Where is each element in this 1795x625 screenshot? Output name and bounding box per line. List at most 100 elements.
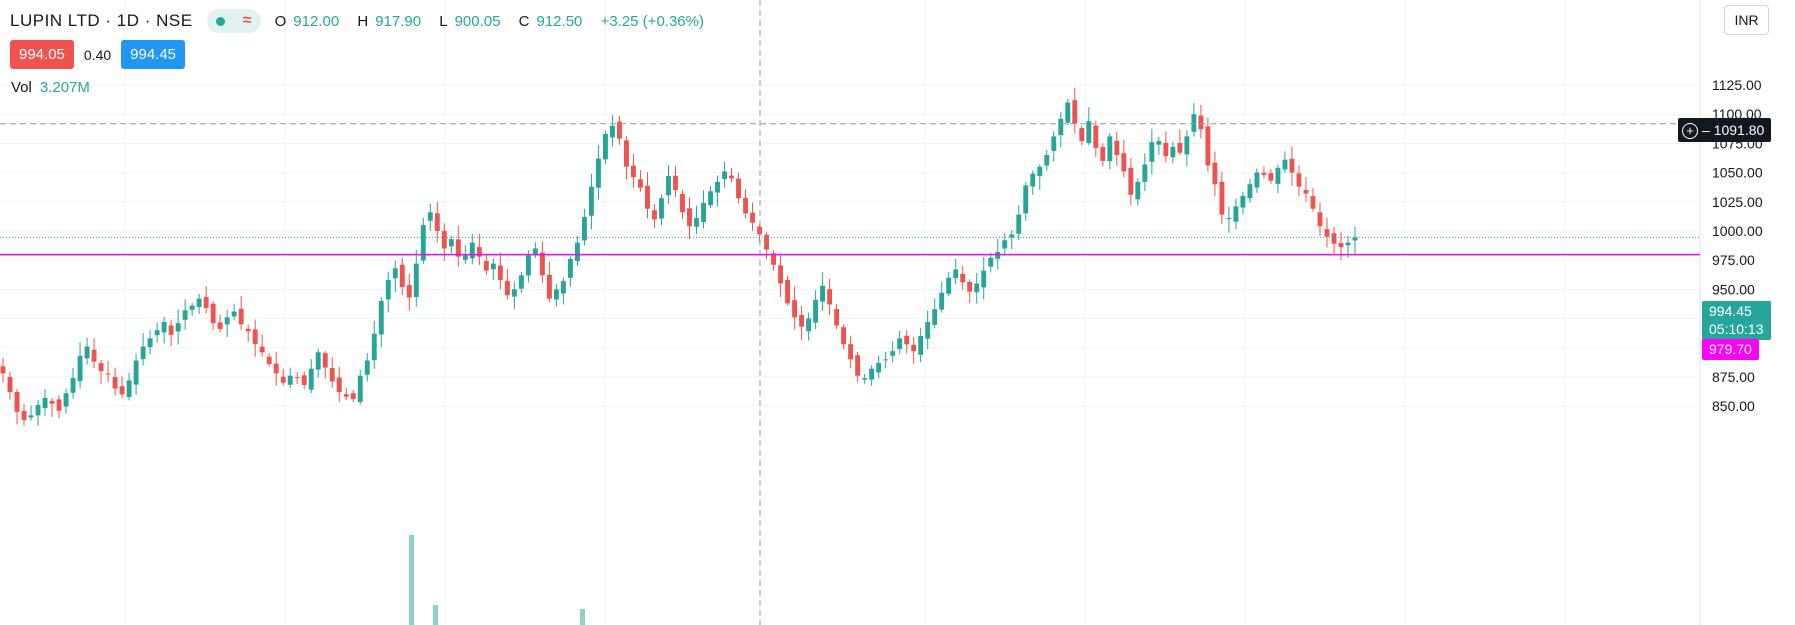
candle-body — [848, 344, 854, 360]
candle-body — [490, 263, 496, 270]
volume-legend: Vol 3.207M — [11, 79, 90, 96]
candle-body — [518, 275, 524, 289]
symbol-name: LUPIN LTD — [10, 11, 101, 30]
candle-body — [224, 317, 230, 325]
candle-body — [189, 305, 195, 310]
candle-body — [1142, 164, 1148, 182]
candle-body — [280, 376, 286, 383]
candle-body — [308, 368, 314, 390]
candle-body — [602, 134, 608, 160]
candle-body — [736, 178, 741, 199]
price-tick-label: 850.00 — [1712, 398, 1755, 414]
candle-body — [778, 265, 784, 284]
candle-body — [862, 378, 868, 380]
candle-body — [441, 230, 447, 249]
candle-body — [1338, 243, 1344, 248]
price-tick-label: 1000.00 — [1712, 223, 1763, 239]
candle-body — [1289, 158, 1295, 173]
low-value: 900.05 — [454, 12, 501, 30]
candle-body — [294, 377, 300, 379]
candle-body — [869, 368, 875, 380]
candle-body — [1226, 218, 1232, 220]
candle-body — [841, 327, 847, 345]
candle-body — [1072, 100, 1078, 124]
candle-body — [28, 415, 34, 418]
price-tick-label: 875.00 — [1712, 369, 1755, 385]
candle-body — [217, 322, 223, 330]
candle-body — [1303, 189, 1309, 194]
candle-body — [560, 281, 566, 294]
close-value: 912.50 — [536, 12, 583, 30]
candle-body — [764, 234, 770, 250]
candle-body — [1030, 173, 1036, 187]
last-price-value: 994.45 — [1709, 303, 1752, 319]
candle-body — [673, 175, 678, 191]
candles — [0, 87, 1358, 426]
currency-button[interactable]: INR — [1724, 5, 1769, 35]
last-price-label: 994.45 05:10:13 — [1702, 301, 1771, 340]
candle-body — [140, 346, 146, 360]
candle-body — [378, 300, 384, 335]
horizontal-line-price-label[interactable]: 979.70 — [1702, 339, 1759, 360]
candle-body — [813, 299, 819, 323]
candle-body — [196, 298, 202, 307]
candle-body — [371, 333, 377, 361]
candle-body — [967, 281, 973, 292]
candle-body — [448, 239, 454, 247]
candle-body — [266, 356, 272, 365]
candle-body — [1044, 155, 1050, 166]
candle-body — [119, 386, 125, 395]
candle-body — [1324, 229, 1330, 237]
candle-body — [161, 322, 167, 333]
candle-body — [946, 277, 952, 294]
buy-button[interactable]: 994.45 — [121, 40, 186, 69]
candle-body — [84, 346, 90, 359]
candle-body — [504, 280, 510, 296]
candle-body — [1002, 240, 1008, 249]
symbol-title[interactable]: LUPIN LTD · 1D · NSE — [10, 11, 193, 30]
candle-body — [1058, 118, 1064, 136]
candle-body — [21, 411, 27, 421]
candle-body — [1247, 184, 1253, 199]
candle-body — [1275, 167, 1281, 184]
candle-body — [624, 140, 629, 167]
candle-body — [729, 175, 734, 179]
candle-body — [322, 353, 328, 368]
candle-body — [588, 186, 594, 216]
high-value: 917.90 — [375, 12, 422, 30]
candle-body — [694, 218, 699, 227]
candle-body — [722, 171, 727, 179]
candle-body — [631, 165, 636, 178]
candle-body — [35, 404, 41, 416]
candle-body — [77, 355, 83, 382]
candle-body — [301, 375, 307, 386]
candle-body — [1198, 115, 1204, 130]
candle-body — [995, 251, 1001, 259]
candle-body — [806, 318, 812, 332]
candle-body — [1177, 142, 1183, 153]
candle-body — [112, 377, 118, 389]
candle-body — [476, 247, 482, 257]
candle-body — [1254, 172, 1260, 188]
candle-body — [1205, 126, 1211, 166]
candle-body — [750, 212, 756, 223]
candle-body — [427, 212, 433, 221]
candle-body — [133, 360, 139, 385]
volume-label: Vol — [11, 79, 32, 96]
add-alert-icon[interactable]: + — [1682, 123, 1698, 139]
wave-icon: ≈ — [242, 12, 252, 29]
candle-body — [1093, 125, 1099, 149]
candle-body — [645, 185, 650, 209]
candle-body — [154, 330, 160, 336]
price-tick-label: 1025.00 — [1712, 194, 1763, 210]
sell-button[interactable]: 994.05 — [10, 40, 74, 69]
candle-body — [925, 322, 931, 339]
candle-body — [1128, 167, 1134, 195]
volume-bar — [433, 605, 438, 625]
candle-body — [91, 349, 97, 362]
candle-body — [168, 325, 174, 335]
market-status-toggle[interactable]: ≈ — [206, 9, 261, 33]
candle-body — [939, 292, 945, 310]
candle-body — [708, 191, 713, 206]
